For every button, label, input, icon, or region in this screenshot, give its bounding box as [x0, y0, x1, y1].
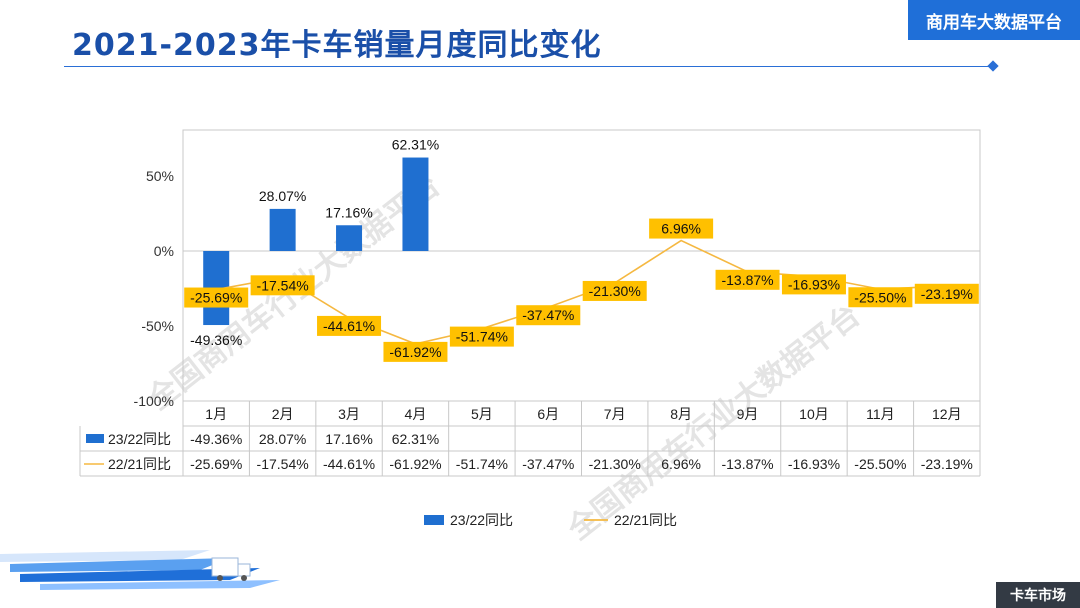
- table-cell: -51.74%: [456, 456, 508, 472]
- line-data-label-bg: [715, 269, 780, 290]
- table-cell: -49.36%: [190, 431, 242, 447]
- bar: [269, 208, 296, 251]
- line-data-label-bg: [649, 218, 714, 239]
- bar-data-label: 17.16%: [325, 204, 372, 220]
- bar: [336, 225, 363, 251]
- line-data-label-bg: [184, 287, 249, 308]
- line-data-label-bg: [449, 326, 514, 347]
- table-cell: 28.07%: [259, 431, 306, 447]
- line-data-label: -37.47%: [522, 307, 574, 323]
- x-tick-label: 12月: [932, 406, 962, 422]
- table-cell: 17.16%: [325, 431, 372, 447]
- line-data-label: -61.92%: [389, 344, 441, 360]
- table-cell: -25.69%: [190, 456, 242, 472]
- x-tick-label: 4月: [405, 406, 427, 422]
- legend-label: 22/21同比: [614, 512, 677, 528]
- page-title: 2021-2023年卡车销量月度同比变化: [72, 28, 602, 63]
- watermark-text: 全国商用车行业大数据平台: [561, 298, 866, 547]
- legend-key-bar: [424, 515, 444, 525]
- truck-decoration-icon: [0, 550, 280, 590]
- x-tick-label: 3月: [338, 406, 360, 422]
- x-tick-label: 7月: [604, 406, 626, 422]
- y-tick-label: -100%: [134, 393, 174, 409]
- line-data-label: -21.30%: [589, 283, 641, 299]
- line-data-label-bg: [582, 280, 647, 301]
- table-cell: -44.61%: [323, 456, 375, 472]
- line-data-label-bg: [383, 341, 448, 362]
- line-data-label-bg: [250, 275, 315, 296]
- line-data-label: -51.74%: [456, 329, 508, 345]
- table-cell: -25.50%: [854, 456, 906, 472]
- x-tick-label: 8月: [670, 406, 692, 422]
- x-tick-label: 5月: [471, 406, 493, 422]
- line-data-label-bg: [516, 305, 581, 326]
- table-cell: -23.19%: [921, 456, 973, 472]
- line-data-label: -25.50%: [854, 289, 906, 305]
- bar-data-label: 28.07%: [259, 188, 306, 204]
- line-data-label-bg: [781, 274, 846, 295]
- line-data-label-bg: [914, 283, 979, 304]
- table-cell: -61.92%: [389, 456, 441, 472]
- x-tick-label: 10月: [799, 406, 829, 422]
- x-tick-label: 9月: [737, 406, 759, 422]
- table-row-header: 22/21同比: [108, 456, 171, 472]
- table-cell: -37.47%: [522, 456, 574, 472]
- watermark-text: 全国商用车行业大数据平台: [141, 168, 446, 417]
- title-underline: [64, 66, 994, 67]
- line-data-label-bg: [317, 315, 382, 336]
- x-tick-label: 6月: [537, 406, 559, 422]
- line-data-label-bg: [848, 287, 913, 308]
- table-cell: 6.96%: [661, 456, 701, 472]
- y-tick-label: 50%: [146, 168, 174, 184]
- plot-area-border: [182, 129, 981, 402]
- line-data-label: -13.87%: [721, 272, 773, 288]
- x-tick-label: 11月: [866, 406, 895, 422]
- y-tick-label: -50%: [141, 318, 174, 334]
- line-data-label: -16.93%: [788, 276, 840, 292]
- line-data-label: -25.69%: [190, 290, 242, 306]
- footer-badge: 卡车市场: [996, 582, 1080, 608]
- table-row-header: 23/22同比: [108, 431, 171, 447]
- bar-data-label: -49.36%: [190, 332, 242, 348]
- line-data-label: -17.54%: [257, 277, 309, 293]
- table-cell: -17.54%: [257, 456, 309, 472]
- table-row-key-bar: [86, 434, 104, 443]
- series-line: [216, 239, 947, 345]
- legend-label: 23/22同比: [450, 512, 513, 528]
- bar: [402, 157, 429, 251]
- x-tick-label: 1月: [205, 406, 227, 422]
- bar-data-label: 62.31%: [392, 137, 439, 153]
- bar: [203, 251, 230, 326]
- title-underline-marker: [987, 60, 999, 72]
- table-cell: -13.87%: [721, 456, 773, 472]
- table-cell: 62.31%: [392, 431, 439, 447]
- y-tick-label: 0%: [154, 243, 174, 259]
- table-cell: -21.30%: [589, 456, 641, 472]
- line-data-label: -44.61%: [323, 318, 375, 334]
- line-data-label: 6.96%: [661, 221, 701, 237]
- line-data-label: -23.19%: [921, 286, 973, 302]
- table-cell: -16.93%: [788, 456, 840, 472]
- x-tick-label: 2月: [272, 406, 294, 422]
- brand-badge: 商用车大数据平台: [908, 0, 1080, 40]
